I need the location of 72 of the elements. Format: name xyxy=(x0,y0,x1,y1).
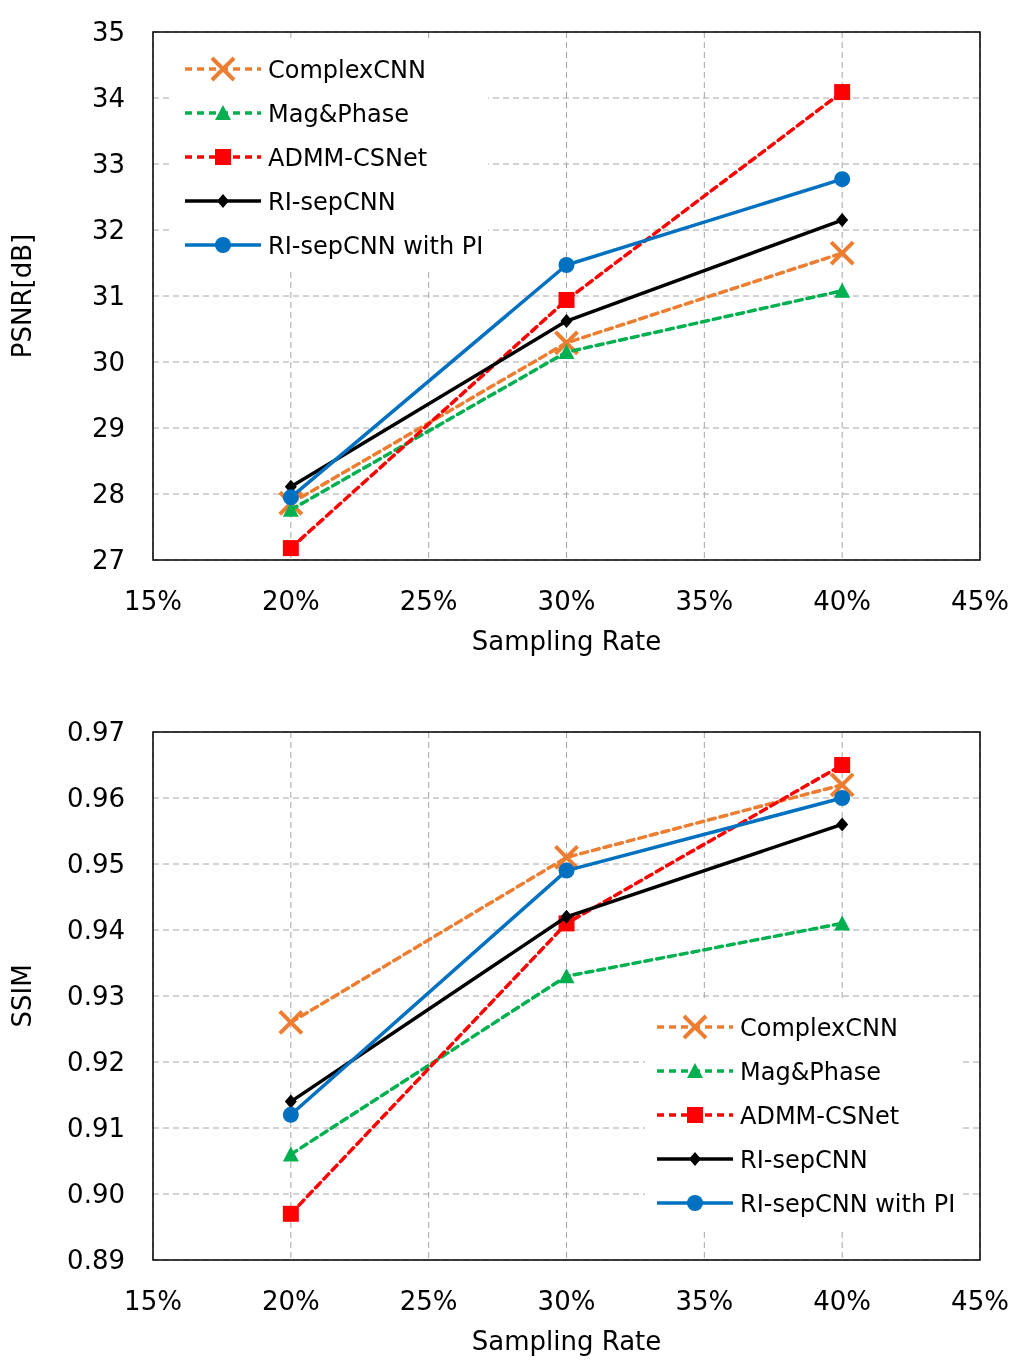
x-tick-label: 20% xyxy=(261,1286,320,1316)
point xyxy=(834,84,851,101)
point xyxy=(282,1146,299,1162)
x-tick-label: 30% xyxy=(537,1286,596,1316)
legend-label: Mag&Phase xyxy=(268,100,410,128)
y-tick-label: 0.93 xyxy=(67,981,125,1011)
legend-label: ADMM-CSNet xyxy=(740,1102,900,1130)
legend-label: Mag&Phase xyxy=(740,1058,882,1086)
x-axis-title: Sampling Rate xyxy=(471,1326,662,1356)
point xyxy=(277,1009,304,1036)
y-axis-title: SSIM xyxy=(7,964,37,1028)
y-tick-label: 32 xyxy=(91,215,125,245)
x-tick-label: 15% xyxy=(124,586,182,616)
y-tick-label: 29 xyxy=(91,413,125,443)
y-tick-label: 0.95 xyxy=(67,849,125,879)
point xyxy=(558,862,575,879)
x-axis-title: Sampling Rate xyxy=(471,626,662,656)
x-tick-label: 45% xyxy=(951,586,1009,616)
point xyxy=(834,757,851,773)
y-tick-label: 33 xyxy=(91,149,125,179)
y-tick-label: 31 xyxy=(91,281,125,311)
x-tick-label: 35% xyxy=(675,1286,734,1316)
x-tick-label: 25% xyxy=(399,586,458,616)
y-tick-label: 0.97 xyxy=(67,717,125,747)
y-tick-label: 28 xyxy=(91,479,125,509)
point xyxy=(553,844,580,871)
legend-label: ComplexCNN xyxy=(268,56,426,84)
point xyxy=(282,540,299,557)
legend-label: ADMM-CSNet xyxy=(268,144,428,172)
point xyxy=(836,213,849,228)
x-tick-label: 35% xyxy=(675,586,734,616)
y-tick-label: 0.92 xyxy=(67,1047,125,1077)
x-tick-label: 25% xyxy=(399,1286,458,1316)
point xyxy=(282,1106,299,1123)
point xyxy=(836,817,849,832)
x-tick-label: 40% xyxy=(813,1286,872,1316)
legend-label: RI-sepCNN xyxy=(268,188,396,216)
y-tick-label: 0.94 xyxy=(67,915,125,945)
point xyxy=(558,344,575,360)
legend-label: RI-sepCNN with PI xyxy=(268,232,484,260)
y-tick-label: 0.90 xyxy=(67,1179,125,1209)
x-tick-label: 30% xyxy=(537,586,596,616)
y-tick-label: 0.91 xyxy=(67,1113,125,1143)
point xyxy=(834,282,851,298)
x-tick-label: 20% xyxy=(261,586,320,616)
point xyxy=(834,915,851,931)
legend-label: RI-sepCNN with PI xyxy=(740,1190,956,1218)
point xyxy=(558,256,575,273)
point xyxy=(829,771,856,798)
x-tick-label: 15% xyxy=(124,1286,182,1316)
y-tick-label: 34 xyxy=(91,83,125,113)
point xyxy=(558,291,575,308)
y-tick-label: 0.89 xyxy=(67,1245,125,1275)
point xyxy=(834,790,851,806)
y-tick-label: 27 xyxy=(91,545,125,575)
x-tick-label: 40% xyxy=(813,586,872,616)
y-axis-title: PSNR[dB] xyxy=(7,233,37,359)
legend-label: RI-sepCNN xyxy=(740,1146,868,1174)
point xyxy=(553,329,580,356)
point xyxy=(829,240,856,267)
point xyxy=(560,314,573,329)
point xyxy=(282,489,299,506)
point xyxy=(558,968,575,984)
y-tick-label: 35 xyxy=(91,17,125,47)
point xyxy=(282,1205,299,1222)
point xyxy=(834,171,851,188)
point xyxy=(284,1094,297,1109)
x-tick-label: 45% xyxy=(951,1286,1009,1316)
point xyxy=(560,909,573,924)
y-tick-label: 30 xyxy=(91,347,125,377)
y-tick-label: 0.96 xyxy=(67,783,125,813)
legend-label: ComplexCNN xyxy=(740,1014,898,1042)
